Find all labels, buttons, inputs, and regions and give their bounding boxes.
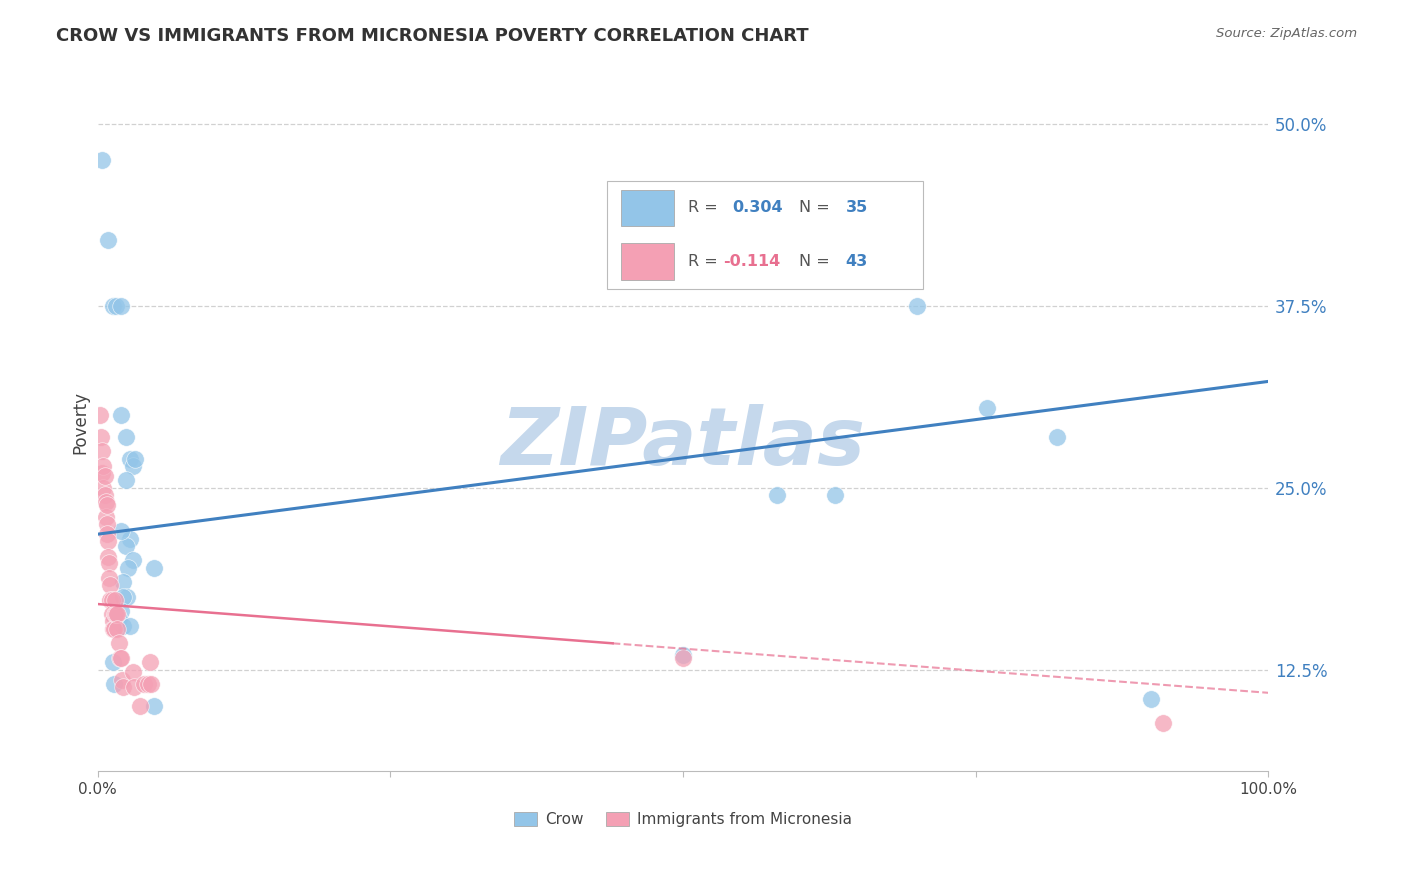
- Point: [100, 592, 122, 607]
- Point: [142, 698, 165, 713]
- Legend: Crow, Immigrants from Micronesia: Crow, Immigrants from Micronesia: [508, 806, 858, 833]
- Point: [108, 651, 131, 665]
- Point: [94, 509, 117, 524]
- Point: [105, 299, 128, 313]
- Point: [111, 673, 134, 687]
- Point: [107, 622, 129, 636]
- Point: [93, 458, 115, 473]
- FancyBboxPatch shape: [621, 190, 673, 226]
- Point: [89, 408, 111, 422]
- Point: [120, 619, 142, 633]
- Point: [91, 466, 114, 480]
- Text: 35: 35: [845, 201, 868, 215]
- Point: [101, 655, 124, 669]
- Point: [765, 488, 787, 502]
- Point: [93, 488, 115, 502]
- Text: R =: R =: [688, 201, 723, 215]
- Point: [114, 474, 136, 488]
- Point: [121, 665, 143, 680]
- Point: [91, 444, 114, 458]
- Text: ZIPatlas: ZIPatlas: [501, 404, 865, 482]
- Point: [104, 607, 127, 622]
- Point: [97, 550, 120, 565]
- Point: [100, 578, 122, 592]
- Text: CROW VS IMMIGRANTS FROM MICRONESIA POVERTY CORRELATION CHART: CROW VS IMMIGRANTS FROM MICRONESIA POVER…: [56, 27, 808, 45]
- Point: [101, 299, 124, 313]
- Point: [103, 622, 125, 636]
- Point: [105, 607, 128, 622]
- Point: [139, 655, 162, 669]
- Point: [117, 560, 139, 574]
- FancyBboxPatch shape: [621, 244, 673, 280]
- Text: -0.114: -0.114: [723, 254, 780, 269]
- Point: [115, 590, 138, 604]
- Point: [120, 532, 142, 546]
- FancyBboxPatch shape: [607, 181, 922, 290]
- Point: [112, 680, 135, 694]
- Point: [976, 401, 998, 415]
- Point: [96, 516, 118, 531]
- Point: [124, 451, 146, 466]
- Point: [94, 495, 117, 509]
- Point: [114, 430, 136, 444]
- Point: [107, 611, 129, 625]
- Point: [110, 299, 132, 313]
- Point: [672, 648, 695, 662]
- Point: [91, 153, 114, 168]
- Point: [93, 481, 115, 495]
- Point: [114, 539, 136, 553]
- Y-axis label: Poverty: Poverty: [72, 391, 89, 454]
- Point: [104, 611, 127, 625]
- Point: [96, 527, 118, 541]
- Point: [121, 458, 143, 473]
- Point: [1140, 691, 1163, 706]
- Point: [110, 604, 132, 618]
- Point: [112, 590, 135, 604]
- Point: [90, 430, 112, 444]
- Point: [824, 488, 846, 502]
- Point: [100, 607, 122, 622]
- Text: N =: N =: [799, 201, 835, 215]
- Point: [101, 615, 124, 629]
- Text: N =: N =: [799, 254, 835, 269]
- Text: Source: ZipAtlas.com: Source: ZipAtlas.com: [1216, 27, 1357, 40]
- Text: R =: R =: [688, 254, 723, 269]
- Point: [134, 677, 156, 691]
- Text: 43: 43: [845, 254, 868, 269]
- Point: [112, 575, 135, 590]
- Point: [672, 651, 695, 665]
- Point: [100, 592, 122, 607]
- Point: [110, 524, 132, 539]
- Point: [107, 607, 129, 622]
- Point: [110, 408, 132, 422]
- Point: [1152, 716, 1174, 731]
- Point: [107, 636, 129, 650]
- Point: [97, 233, 120, 247]
- Point: [905, 299, 928, 313]
- Point: [103, 677, 125, 691]
- Point: [97, 534, 120, 549]
- Point: [122, 680, 145, 694]
- Point: [98, 571, 121, 585]
- Point: [96, 498, 118, 512]
- Point: [142, 560, 165, 574]
- Point: [112, 619, 135, 633]
- Point: [136, 677, 159, 691]
- Point: [141, 677, 163, 691]
- Point: [98, 556, 121, 570]
- Point: [93, 469, 115, 483]
- Point: [120, 451, 142, 466]
- Point: [121, 553, 143, 567]
- Text: 0.304: 0.304: [733, 201, 783, 215]
- Point: [128, 698, 150, 713]
- Point: [101, 622, 124, 636]
- Point: [1046, 430, 1069, 444]
- Point: [104, 592, 127, 607]
- Point: [110, 651, 132, 665]
